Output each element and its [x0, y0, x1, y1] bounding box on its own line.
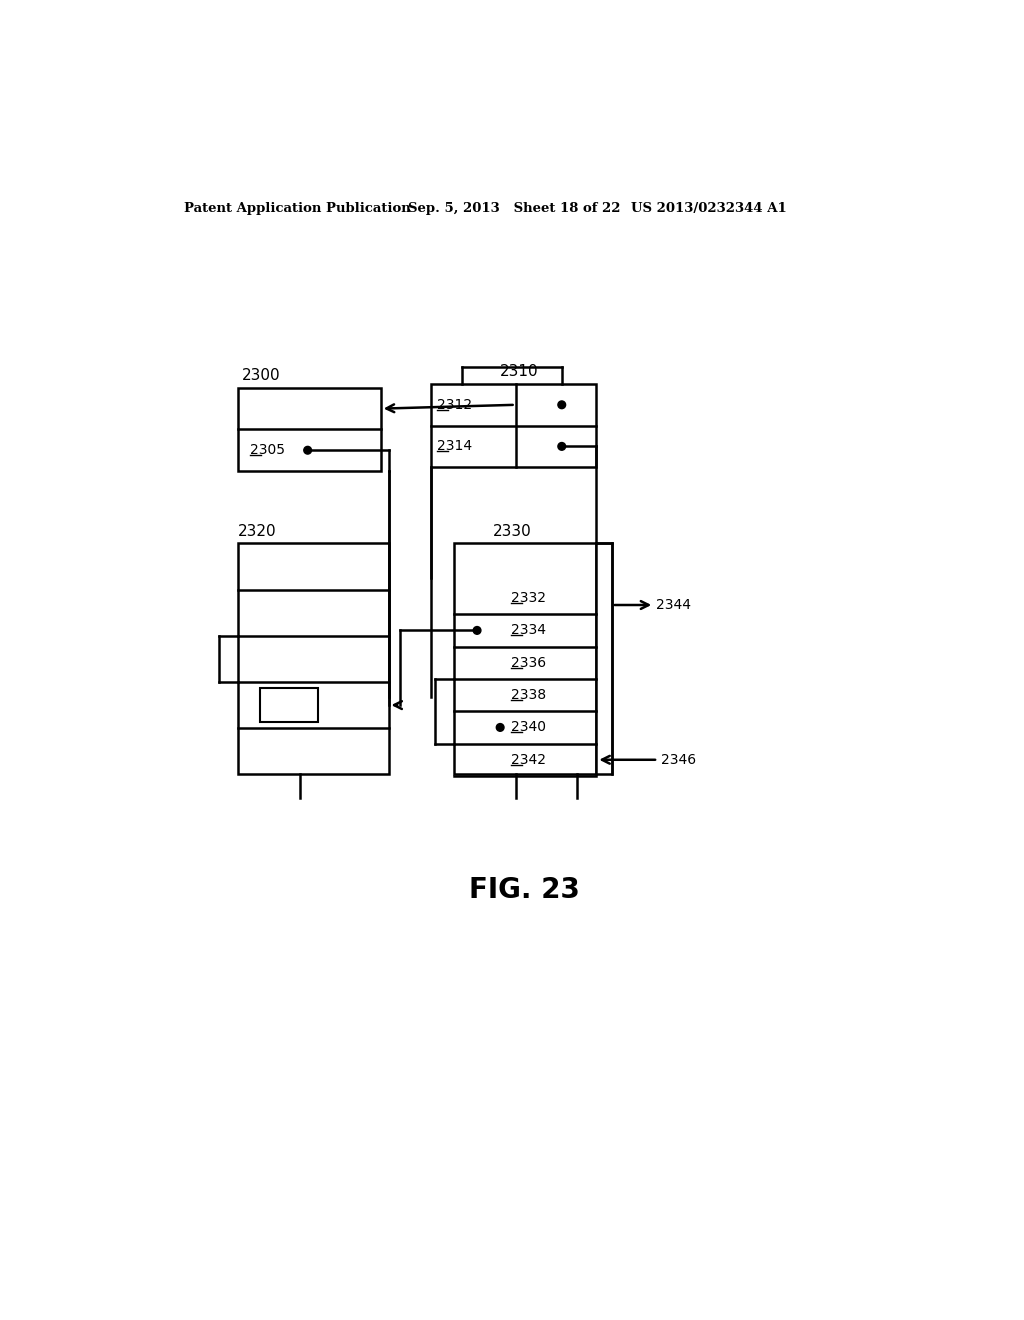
Bar: [260, 688, 317, 722]
Bar: [431, 384, 596, 467]
Circle shape: [558, 401, 565, 409]
Circle shape: [558, 442, 565, 450]
Text: 2334: 2334: [511, 623, 546, 638]
Circle shape: [473, 627, 481, 635]
Bar: [596, 544, 611, 775]
Bar: [239, 388, 381, 471]
Text: 2342: 2342: [511, 752, 546, 767]
Text: 2344: 2344: [656, 598, 691, 612]
Text: Patent Application Publication: Patent Application Publication: [184, 202, 412, 215]
Text: 2336: 2336: [511, 656, 546, 669]
Text: FIG. 23: FIG. 23: [469, 876, 581, 904]
Text: 2300: 2300: [243, 368, 281, 383]
Bar: [239, 544, 388, 775]
Text: 2332: 2332: [511, 591, 546, 605]
Text: 2320: 2320: [239, 524, 276, 539]
Text: 2346: 2346: [662, 752, 696, 767]
Text: 2305: 2305: [250, 444, 285, 457]
Circle shape: [304, 446, 311, 454]
Text: Sep. 5, 2013   Sheet 18 of 22: Sep. 5, 2013 Sheet 18 of 22: [408, 202, 621, 215]
Text: 2314: 2314: [437, 440, 472, 453]
Text: 2340: 2340: [511, 721, 546, 734]
Circle shape: [497, 723, 504, 731]
Bar: [454, 544, 596, 775]
Text: 2338: 2338: [511, 688, 546, 702]
Text: 2312: 2312: [437, 397, 472, 412]
Text: US 2013/0232344 A1: US 2013/0232344 A1: [631, 202, 786, 215]
Text: 2330: 2330: [493, 524, 531, 539]
Text: 2310: 2310: [500, 364, 539, 379]
